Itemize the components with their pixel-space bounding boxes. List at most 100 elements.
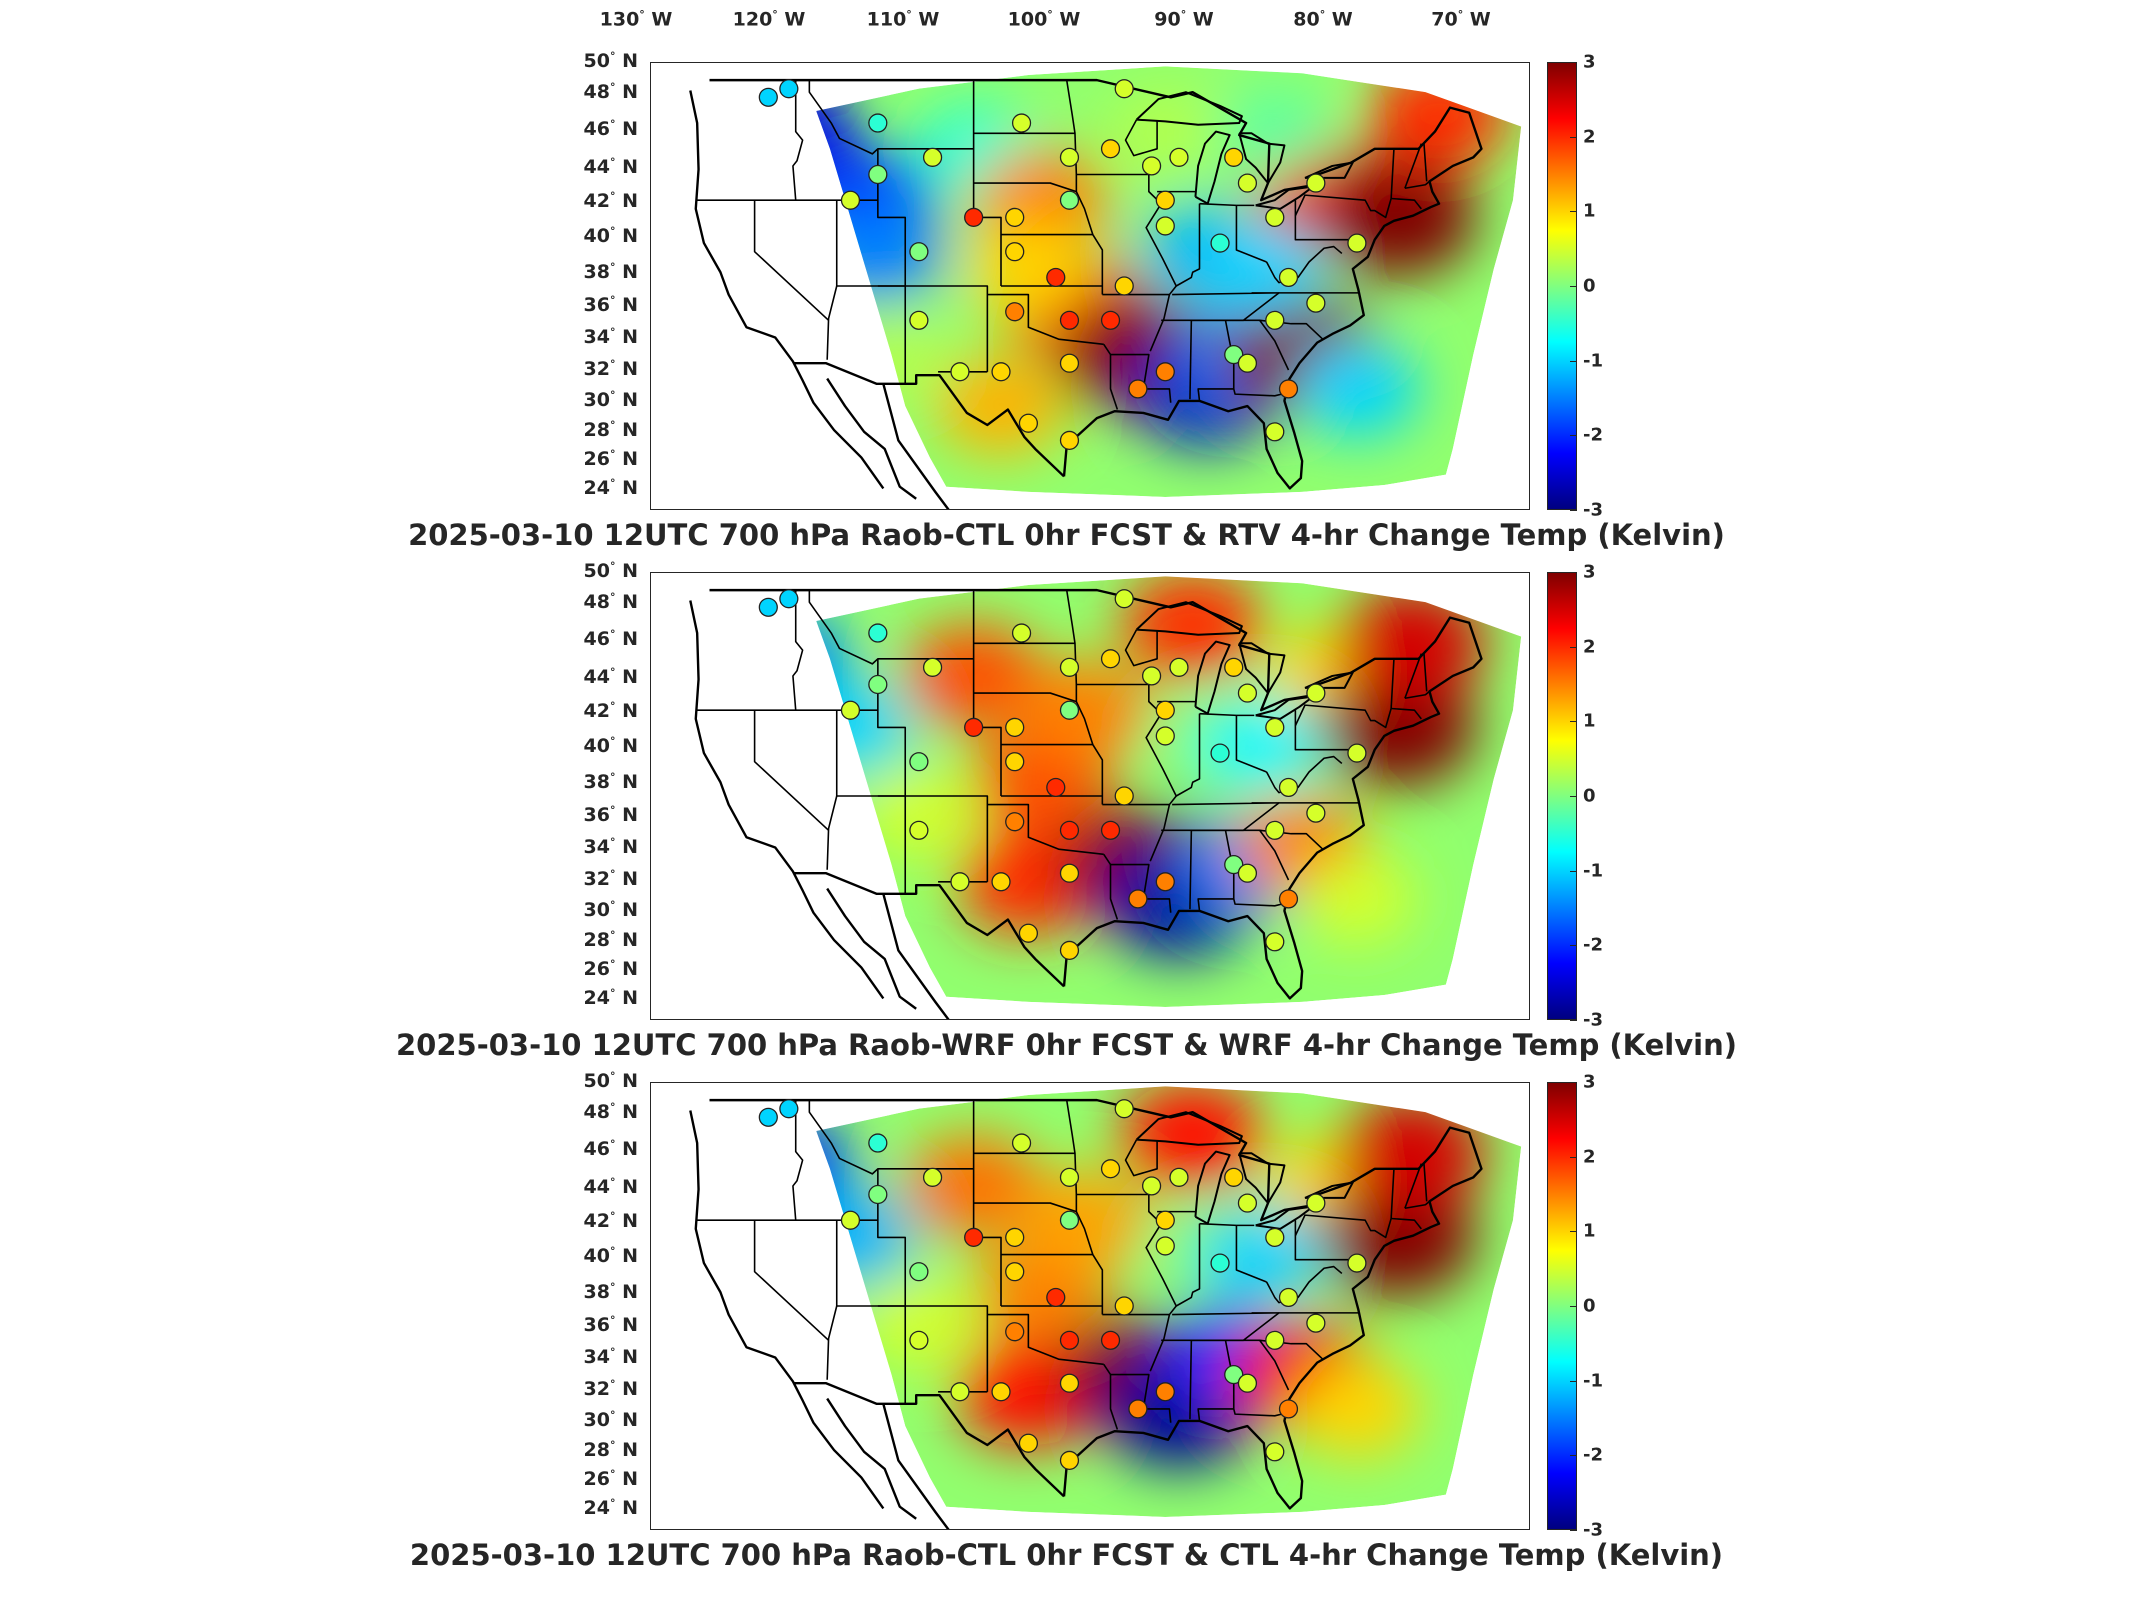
field-anomaly — [860, 1278, 978, 1368]
colorbar-tick-mark — [1570, 646, 1577, 648]
colorbar-tick-label: 3 — [1583, 561, 1596, 583]
state-border — [1232, 898, 1282, 907]
raob-station-marker — [868, 113, 888, 133]
raob-station-marker — [1155, 726, 1175, 746]
raob-station-marker — [1306, 1313, 1326, 1333]
coastline — [882, 1403, 950, 1529]
raob-station-marker — [1046, 777, 1066, 798]
state-border — [1391, 1217, 1422, 1230]
state-border — [1199, 1222, 1255, 1227]
state-border — [1103, 343, 1119, 410]
raob-station-marker — [1155, 190, 1175, 210]
temperature-change-field — [816, 1086, 1522, 1517]
colorbar-tick-mark — [1570, 360, 1577, 362]
colorbar-tick-mark — [1570, 1156, 1577, 1158]
colorbar-tick-mark — [1570, 62, 1577, 63]
state-border — [1232, 388, 1282, 397]
state-border — [987, 293, 1104, 346]
colorbar-tick-mark — [1570, 572, 1577, 573]
raob-stations — [758, 1099, 1367, 1470]
raob-station-marker — [779, 79, 799, 99]
lat-tick-label: 42° N — [583, 699, 638, 723]
raob-station-marker — [1059, 940, 1080, 960]
raob-station-marker — [1155, 1236, 1175, 1256]
raob-station-marker — [1155, 362, 1175, 382]
state-border — [1259, 1339, 1290, 1391]
state-border — [1189, 1340, 1193, 1420]
raob-station-marker — [991, 1382, 1011, 1402]
raob-station-marker — [868, 164, 888, 185]
colorbar-tick-label: 1 — [1583, 1220, 1596, 1242]
lat-tick-label: 28° N — [583, 1438, 638, 1462]
temperature-change-field — [816, 66, 1522, 497]
raob-station-marker — [1210, 1253, 1230, 1273]
raob-station-marker — [1005, 1227, 1025, 1247]
state-border — [987, 803, 1104, 856]
colorbar-tick-mark — [1570, 721, 1577, 723]
state-border — [753, 710, 830, 831]
raob-station-marker — [1018, 413, 1039, 433]
raob-station-marker — [1278, 889, 1299, 909]
colorbar-tick-label: -2 — [1583, 424, 1603, 446]
field-anomaly — [1337, 584, 1487, 699]
great-lake-outline — [1194, 1150, 1231, 1225]
colorbar-tick-mark — [1570, 870, 1577, 872]
state-border — [1391, 197, 1422, 210]
map-plot-area — [650, 62, 1530, 510]
lon-tick-label: 100° W — [1007, 8, 1081, 31]
lat-tick-label: 48° N — [583, 80, 638, 104]
coastline — [689, 600, 885, 1000]
state-border — [792, 1100, 804, 1221]
great-lake-outline — [1135, 1111, 1243, 1146]
state-border — [1189, 320, 1193, 400]
colorbar-tick-mark — [1570, 796, 1577, 797]
colorbar-tick-label: 0 — [1583, 275, 1596, 297]
state-border — [1103, 1363, 1119, 1430]
colorbar-tick-label: 2 — [1583, 1146, 1596, 1168]
raob-station-marker — [1265, 1442, 1285, 1462]
state-border — [1423, 143, 1428, 182]
raob-station-marker — [1011, 1133, 1032, 1153]
raob-station-marker — [1141, 156, 1162, 176]
raob-station-marker — [1100, 310, 1121, 330]
raob-station-marker — [909, 1330, 929, 1350]
raob-station-marker — [1237, 1373, 1258, 1393]
state-border — [1161, 1312, 1359, 1342]
state-border — [792, 80, 804, 201]
lon-tick-label: 120° W — [732, 8, 806, 31]
field-anomaly — [816, 607, 849, 710]
raob-station-marker — [1306, 173, 1326, 193]
raob-station-marker — [1114, 276, 1134, 296]
raob-station-marker — [964, 717, 984, 737]
raob-station-marker — [1306, 803, 1326, 823]
colorbar-tick-label: -3 — [1583, 1009, 1603, 1031]
state-border — [877, 285, 989, 372]
field-anomaly — [1368, 66, 1510, 169]
lat-tick-label: 50° N — [583, 49, 638, 73]
raob-station-marker — [1224, 657, 1244, 677]
raob-station-marker — [950, 1382, 970, 1402]
raob-station-marker — [1005, 207, 1025, 227]
colorbar-tick-mark — [1570, 211, 1577, 213]
raob-station-marker — [1059, 147, 1080, 167]
raob-station-marker — [1128, 1399, 1148, 1419]
raob-station-marker — [1011, 113, 1032, 133]
panel-title: 2025-03-10 12UTC 700 hPa Raob-CTL 0hr FC… — [408, 518, 1725, 552]
raob-station-marker — [1265, 422, 1285, 442]
state-border — [1172, 1312, 1280, 1316]
raob-station-marker — [1265, 717, 1285, 737]
raob-station-marker — [1237, 863, 1258, 883]
state-border — [1225, 829, 1324, 850]
raob-station-marker — [1224, 345, 1244, 365]
field-anomaly — [1337, 1094, 1487, 1209]
raob-station-marker — [1237, 353, 1258, 373]
raob-station-marker — [1155, 700, 1175, 720]
colorbar-tick-label: 2 — [1583, 636, 1596, 658]
state-border — [972, 1100, 1002, 1306]
raob-station-marker — [1114, 1099, 1134, 1119]
colorbar-tick-label: -3 — [1583, 499, 1603, 521]
coastline — [826, 377, 917, 500]
raob-station-marker — [1005, 717, 1025, 737]
raob-station-marker — [1278, 379, 1299, 399]
state-border — [753, 1220, 830, 1341]
